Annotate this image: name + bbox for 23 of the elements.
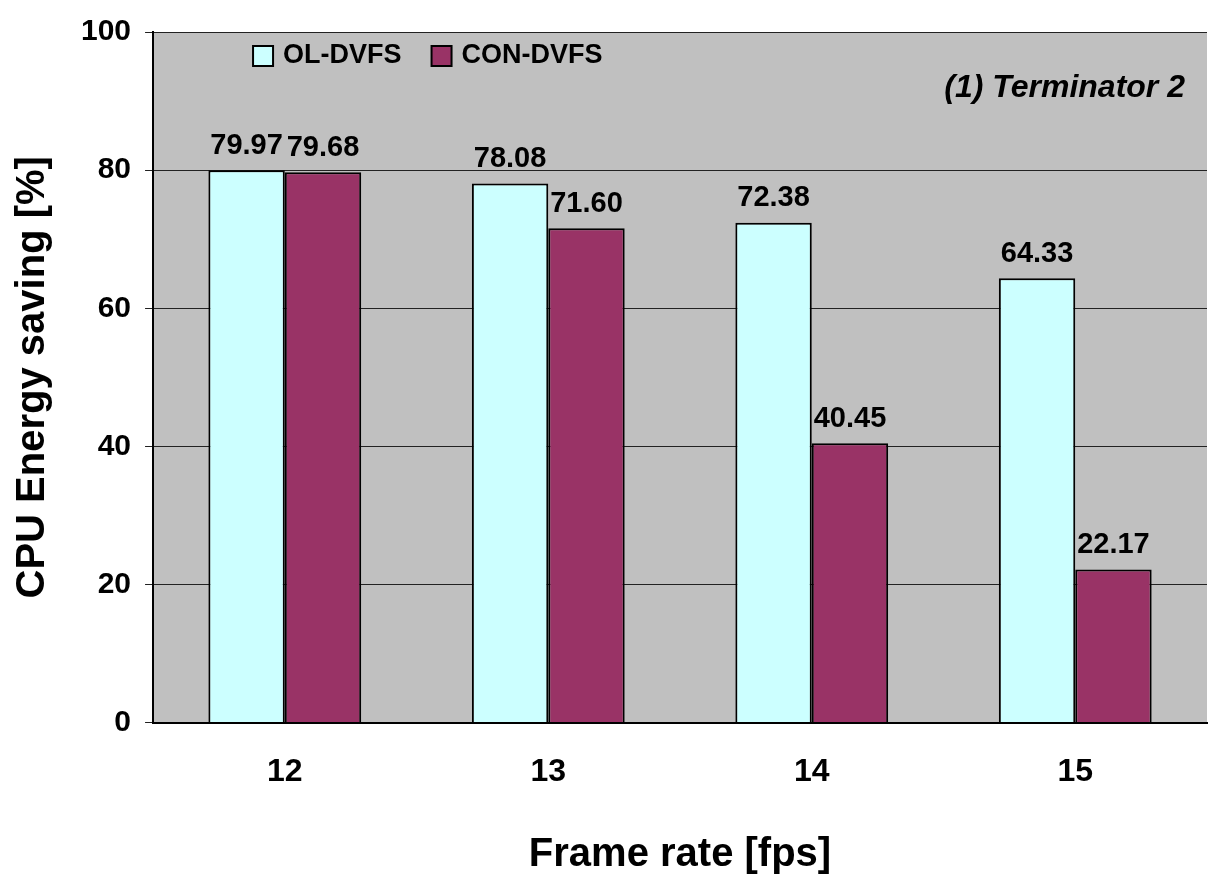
data-label: 40.45: [813, 400, 887, 433]
legend-label: CON-DVFS: [461, 39, 603, 70]
x-tick-label: 13: [530, 751, 567, 788]
y-tick-label: 100: [80, 13, 132, 47]
x-tick-label: 12: [267, 751, 303, 788]
data-label: 22.17: [1077, 526, 1150, 559]
y-tick-label: 0: [114, 703, 132, 737]
data-label: 71.60: [550, 185, 623, 218]
y-tick-label: 40: [97, 427, 132, 461]
x-axis-title: Frame rate [fps]: [528, 830, 832, 875]
data-label: 79.97: [210, 127, 283, 160]
legend-label: OL-DVFS: [283, 39, 402, 70]
y-axis-title: CPU Energy saving [%]: [8, 156, 53, 599]
x-tick-label: 15: [1057, 751, 1094, 788]
annotation: (1) Terminator 2: [944, 67, 1186, 104]
data-label: 72.38: [737, 180, 810, 213]
y-tick-label: 60: [97, 289, 132, 323]
data-label: 64.33: [1000, 235, 1074, 268]
y-tick-label: 80: [97, 151, 132, 185]
data-label: 79.68: [286, 129, 360, 162]
data-label: 78.08: [473, 140, 547, 173]
x-tick-label: 14: [793, 751, 830, 788]
y-tick-label: 20: [97, 565, 132, 599]
